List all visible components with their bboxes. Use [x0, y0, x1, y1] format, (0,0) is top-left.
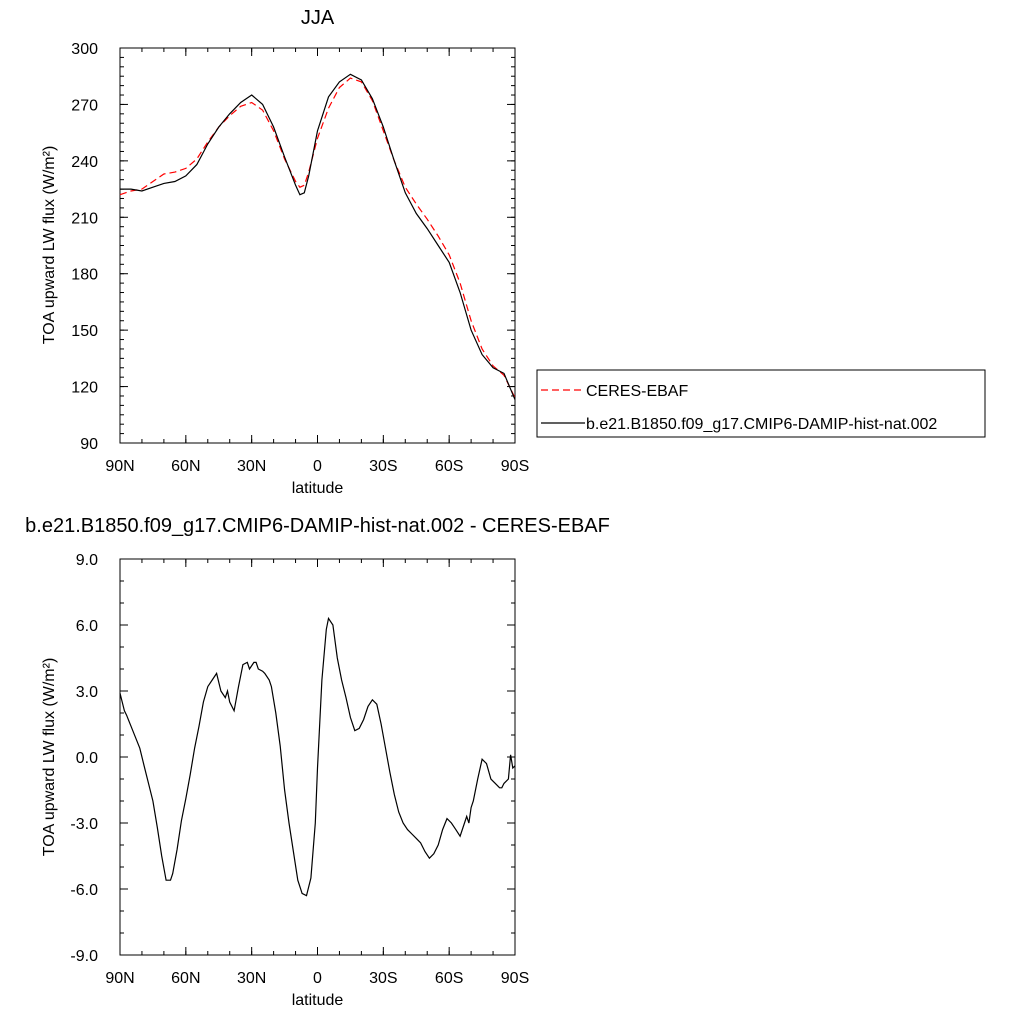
top-y-tick-label: 120 [71, 380, 98, 397]
bottom-y-tick-label: -3.0 [70, 816, 98, 833]
top-y-tick-label: 150 [71, 323, 98, 340]
top-x-tick-label: 60S [435, 458, 463, 475]
top-x-tick-label: 30S [369, 458, 397, 475]
top-y-tick-label: 90 [80, 436, 98, 453]
top-y-axis-label: TOA upward LW flux (W/m²) [41, 146, 58, 345]
bottom-x-tick-label: 60S [435, 970, 463, 987]
top-x-tick-label: 90S [501, 458, 529, 475]
bottom-panel: 90N 60N 30N 0 30S 60S 90S -9.0 -6.0 -3.0 0.0 3.0 6.0… [25, 515, 610, 1009]
top-chart-title: JJA [301, 7, 335, 29]
bottom-y-tick-label: -9.0 [70, 948, 98, 965]
bottom-x-tick-label: 0 [313, 970, 322, 987]
bottom-x-tick-label: 30S [369, 970, 397, 987]
bottom-series-line-0 [119, 616, 516, 897]
legend-label-1: b.e21.B1850.f09_g17.CMIP6-DAMIP-hist-nat… [586, 416, 937, 433]
bottom-y-tick-label: 9.0 [76, 552, 98, 569]
bottom-y-tick-label: 6.0 [76, 618, 98, 635]
bottom-x-tick-label: 90S [501, 970, 529, 987]
bottom-y-tick-label: 0.0 [76, 750, 98, 767]
top-y-tick-label: 210 [71, 210, 98, 227]
top-x-tick-label: 90N [105, 458, 134, 475]
top-panel: 90N 60N 30N 0 30S 60S 90S 90 120 150 180 210 240 270 3… [41, 7, 529, 497]
top-x-tick-label: 0 [313, 458, 322, 475]
legend-box [536, 369, 986, 438]
bottom-x-tick-label: 30N [237, 970, 266, 987]
bottom-x-axis-label: latitude [292, 992, 344, 1009]
top-x-axis-label: latitude [292, 480, 344, 497]
top-series-line-0 [119, 77, 516, 399]
bottom-x-tick-label: 90N [105, 970, 134, 987]
top-x-tick-label: 30N [237, 458, 266, 475]
top-y-tick-label: 270 [71, 97, 98, 114]
top-plot-frame [119, 47, 516, 444]
bottom-x-tick-label: 60N [171, 970, 200, 987]
top-x-tick-label: 60N [171, 458, 200, 475]
top-y-tick-label: 180 [71, 267, 98, 284]
bottom-y-axis-label: TOA upward LW flux (W/m²) [41, 658, 58, 857]
bottom-y-tick-label: -6.0 [70, 882, 98, 899]
top-y-tick-label: 240 [71, 154, 98, 171]
bottom-y-tick-label: 3.0 [76, 684, 98, 701]
bottom-chart-title: b.e21.B1850.f09_g17.CMIP6-DAMIP-hist-nat… [25, 515, 610, 537]
top-y-tick-label: 300 [71, 41, 98, 58]
legend: CERES-EBAF b.e21.B1850.f09_g17.CMIP6-DAMI… [536, 369, 986, 438]
legend-label-0: CERES-EBAF [586, 383, 688, 400]
top-series-line-1 [120, 73, 516, 400]
